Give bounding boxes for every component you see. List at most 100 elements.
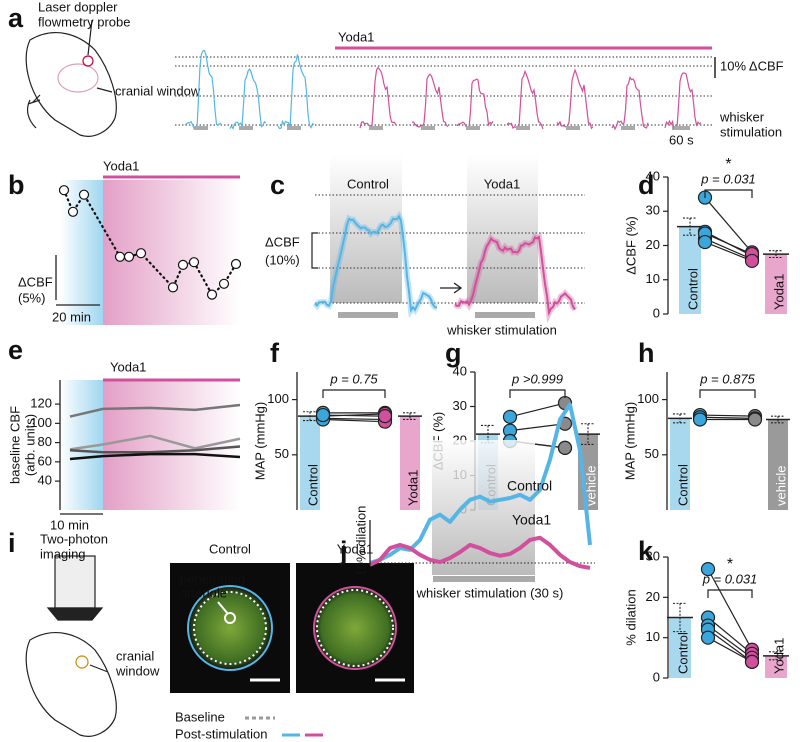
y-tick-label: 40: [453, 363, 467, 378]
y-tick-label: 10: [646, 629, 660, 644]
y-tick-label: 20: [646, 237, 660, 252]
p-value: p = 0.031: [700, 171, 756, 186]
panel-letter: h: [638, 338, 655, 368]
trace-a: [184, 49, 222, 130]
bar-label: Control: [305, 464, 320, 506]
label: whisker: [719, 109, 765, 124]
label: 10% dilation: [353, 506, 368, 577]
label: 60 s: [669, 132, 694, 147]
panel-letter: d: [638, 170, 655, 200]
error-bar: [673, 413, 687, 424]
data-point: [697, 234, 713, 250]
trace-c: [454, 235, 576, 317]
label: cranial: [116, 648, 154, 663]
trace-a: [411, 73, 449, 128]
y-tick-label: 100: [267, 391, 289, 406]
y-tick-label: 0: [653, 669, 660, 684]
pair-line: [704, 232, 753, 255]
error-bar: [769, 651, 783, 661]
label: 20 min: [52, 309, 91, 324]
y-axis-label: baseline CBF: [7, 406, 22, 484]
bar: [300, 416, 320, 510]
data-point: [744, 253, 760, 269]
label: penetrating: [180, 571, 245, 586]
p-value: p >0.999: [511, 371, 563, 386]
pair-line: [704, 238, 753, 260]
y-tick-label: 10: [646, 271, 660, 286]
label: 10 min: [50, 517, 89, 532]
bar-label: vehicle: [773, 466, 788, 506]
y-tick-label: 40: [38, 473, 52, 488]
label: Yoda1: [338, 29, 374, 44]
data-point: [315, 407, 331, 423]
series-line: [369, 535, 591, 570]
panel-letter: a: [8, 3, 24, 33]
bar: [768, 419, 788, 510]
label: ΔCBF: [265, 234, 300, 249]
label: Laser doppler: [38, 0, 118, 14]
legend-i: [245, 716, 323, 737]
label: Control: [209, 541, 251, 556]
panel-letter: b: [8, 170, 25, 200]
y-tick-label: 120: [30, 396, 52, 411]
arrow: [440, 282, 463, 294]
data-point: [123, 251, 135, 262]
data-point: [218, 278, 230, 289]
label: whisker stimulation (30 s): [416, 585, 564, 600]
pair-line: [322, 417, 386, 421]
bracket: [704, 189, 753, 198]
trace-a: [359, 66, 397, 129]
pair-line: [322, 418, 386, 423]
y-tick-label: 20: [646, 589, 660, 604]
panel-letter: k: [638, 536, 654, 566]
y-axis-label: (arb. units): [22, 414, 37, 476]
y-axis-label: MAP (mmHg): [622, 402, 637, 480]
significance: *: [725, 156, 731, 173]
y-tick-label: 40: [646, 168, 660, 183]
y-tick-label: 80: [38, 434, 52, 449]
y-axis-label: ΔCBF (%): [623, 216, 638, 275]
y-tick-label: 30: [646, 548, 660, 563]
pair-line: [707, 617, 753, 655]
label: Post-stimulation: [175, 726, 267, 741]
y-tick-label: 60: [38, 453, 52, 468]
pair-line: [699, 416, 756, 419]
bracket: [509, 389, 566, 398]
data-point: [135, 248, 147, 259]
trace-a: [506, 69, 544, 130]
bracket: [699, 389, 756, 398]
pair-line: [707, 629, 753, 663]
trace-a: [229, 68, 267, 130]
data-point: [67, 206, 79, 217]
y-tick-label: 30: [453, 398, 467, 413]
data-point: [700, 561, 716, 577]
label: whisker stimulation: [446, 322, 557, 337]
y-tick-label: 50: [645, 446, 659, 461]
label: arteriole: [180, 585, 227, 600]
data-point: [230, 258, 242, 270]
series-line: [69, 452, 241, 461]
data-point: [114, 251, 126, 262]
label: cranial window: [115, 83, 201, 98]
mouse-a: [25, 19, 117, 137]
series-line: [69, 445, 241, 454]
pair-line: [707, 568, 753, 651]
data-point: [700, 630, 716, 645]
label: imaging: [40, 546, 86, 561]
bar: [765, 254, 787, 314]
label: ΔCBF: [18, 274, 53, 289]
image-control: [170, 563, 290, 693]
error-bar: [303, 411, 317, 422]
label: flowmetry probe: [38, 14, 130, 29]
panel-letter: e: [8, 335, 23, 365]
series-line: [369, 402, 592, 565]
data-point: [692, 412, 708, 427]
y-tick-label: 30: [646, 203, 660, 218]
baseline-shade: [60, 180, 103, 325]
data-point: [58, 185, 70, 196]
trace-a: [611, 75, 649, 131]
label: Yoda1: [337, 541, 373, 556]
bar-label: Yoda1: [771, 274, 786, 310]
p-value: p = 0.031: [702, 571, 758, 586]
